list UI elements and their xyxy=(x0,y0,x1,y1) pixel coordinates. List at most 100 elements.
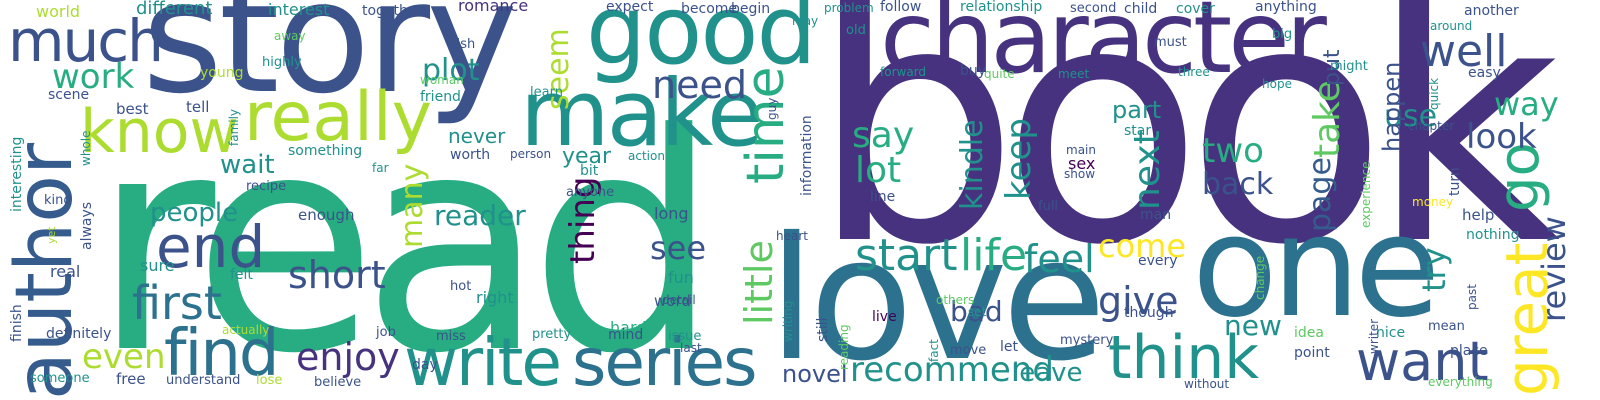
word-good: good xyxy=(586,0,817,86)
word-writer: writer xyxy=(1367,318,1381,354)
word-take: take xyxy=(1307,80,1348,158)
word-heart: heart xyxy=(776,229,808,243)
word-cover: cover xyxy=(1176,1,1215,17)
word-worth: worth xyxy=(450,147,491,163)
word-see: see xyxy=(650,229,707,267)
word-buy: buy xyxy=(960,63,987,79)
word-actually: actually xyxy=(222,323,270,337)
word-job: job xyxy=(376,325,396,340)
word-second: second xyxy=(1070,1,1117,16)
word-series: series xyxy=(572,324,757,400)
word-keep: keep xyxy=(999,118,1039,200)
word-turn: turn xyxy=(1447,167,1463,196)
word-hot: hot xyxy=(450,279,472,294)
word-problem: problem xyxy=(824,1,874,15)
word-old: old xyxy=(846,23,866,38)
word-interest: interest xyxy=(268,0,330,19)
word-character: character xyxy=(880,0,1327,96)
word-first: first xyxy=(132,276,222,330)
word-let: let xyxy=(1000,339,1018,355)
word-anything: anything xyxy=(1255,0,1317,15)
word-mystery: mystery xyxy=(1060,333,1114,348)
word-whole: whole xyxy=(79,130,93,166)
word-nothing: nothing xyxy=(1466,227,1520,243)
word-reading: reading xyxy=(837,324,851,370)
word-enough: enough xyxy=(298,206,355,224)
word-interesting: interesting xyxy=(9,136,25,212)
word-pretty: pretty xyxy=(532,327,572,342)
word-really: really xyxy=(244,78,432,157)
word-use: use xyxy=(1384,99,1438,134)
word-many: many xyxy=(395,163,430,248)
word-money: money xyxy=(1412,195,1454,209)
word-last: last xyxy=(680,341,702,355)
word-detail: detail xyxy=(662,293,696,307)
word-romance: romance xyxy=(458,0,529,15)
word-change: change xyxy=(1253,255,1267,300)
word-away: away xyxy=(274,29,306,43)
word-world: world xyxy=(36,2,81,21)
word-two: two xyxy=(1202,131,1264,171)
word-family: family xyxy=(227,108,241,146)
word-relationship: relationship xyxy=(960,0,1043,15)
word-highly: highly xyxy=(262,55,302,70)
word-finish: finish xyxy=(9,304,25,342)
word-feel: feel xyxy=(1024,237,1095,281)
word-friend: friend xyxy=(420,89,461,105)
word-become: become xyxy=(681,1,738,17)
word-scene: scene xyxy=(48,87,90,103)
word-page: page xyxy=(1303,157,1338,232)
word-long: long xyxy=(654,204,689,223)
word-best: best xyxy=(116,100,149,118)
word-quick: quick xyxy=(1427,77,1441,110)
word-work: work xyxy=(52,57,135,97)
word-three: three xyxy=(1178,65,1210,79)
word-set: set xyxy=(968,305,987,319)
word-live: live xyxy=(872,309,897,325)
word-well: well xyxy=(1420,26,1508,77)
word-think: think xyxy=(1108,323,1259,393)
word-learn: learn xyxy=(530,85,563,100)
word-want: want xyxy=(1356,330,1489,393)
word-give: give xyxy=(1098,279,1179,323)
word-day: day xyxy=(412,357,438,373)
word-next: next xyxy=(1127,130,1168,210)
word-still: still xyxy=(815,317,831,342)
word-life: life xyxy=(960,230,1028,281)
word-look: look xyxy=(1466,117,1537,157)
word-help: help xyxy=(1462,206,1495,224)
word-mind: mind xyxy=(608,327,644,343)
word-child: child xyxy=(1124,1,1158,17)
word-start: start xyxy=(855,230,958,281)
word-plot: plot xyxy=(422,53,480,88)
word-lot: lot xyxy=(855,150,902,191)
word-chapter: chapter xyxy=(1408,119,1455,133)
word-bit: bit xyxy=(580,163,599,179)
word-person: person xyxy=(510,147,552,161)
word-without: without xyxy=(1184,377,1230,391)
word-hard: hard xyxy=(610,318,647,337)
word-yet: yet xyxy=(45,226,58,244)
word-someone: someone xyxy=(30,371,90,386)
word-love: love xyxy=(768,201,1106,399)
word-always: always xyxy=(79,201,95,250)
word-way: way xyxy=(1494,85,1559,123)
word-far: far xyxy=(372,161,389,175)
word-something: something xyxy=(288,143,363,159)
word-show: show xyxy=(1064,167,1096,181)
word-recipe: recipe xyxy=(246,179,287,194)
word-others: others xyxy=(936,293,975,307)
word-little: little xyxy=(737,240,781,325)
word-together: together xyxy=(362,3,423,19)
word-though: though xyxy=(1124,305,1174,321)
word-another: another xyxy=(1464,3,1519,19)
word-past: past xyxy=(1465,284,1479,310)
word-word: word xyxy=(654,292,691,310)
word-kindle: kindle xyxy=(955,119,990,210)
word-fact: fact xyxy=(927,339,941,362)
word-move: move xyxy=(950,343,987,358)
word-review: review xyxy=(1535,216,1573,322)
word-every: every xyxy=(1138,253,1178,269)
word-man: man xyxy=(1140,207,1172,223)
